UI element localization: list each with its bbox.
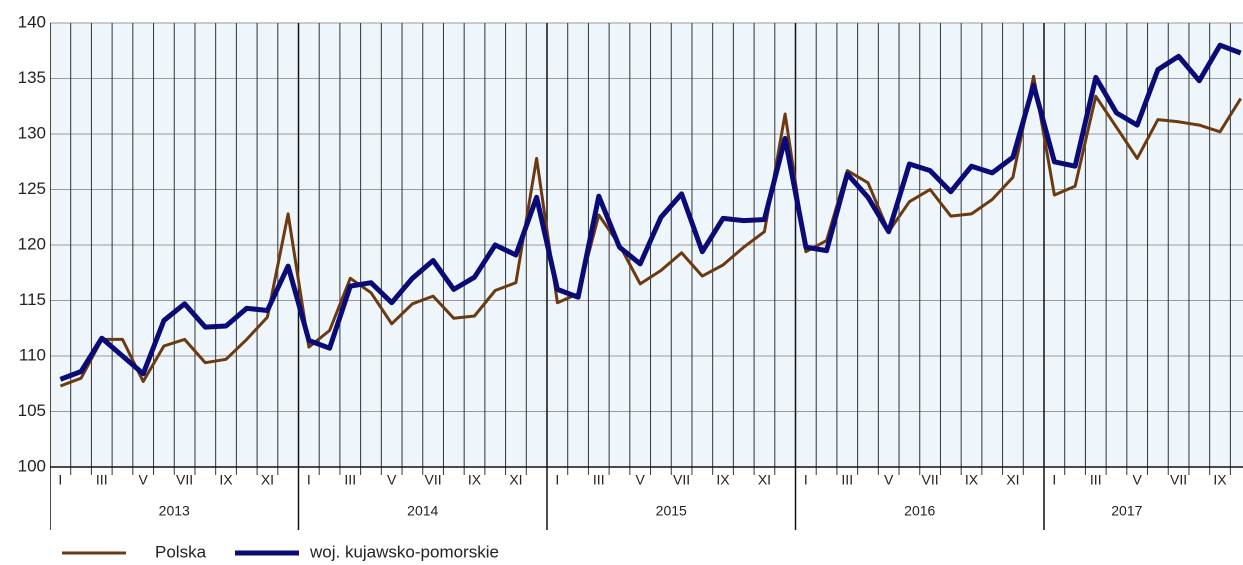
x-tick-label: III xyxy=(841,472,853,488)
y-tick-label: 130 xyxy=(18,123,46,142)
legend-label: Polska xyxy=(155,542,207,561)
x-tick-label: V xyxy=(139,472,149,488)
y-tick-label: 140 xyxy=(18,12,46,31)
x-tick-label: I xyxy=(307,472,311,488)
x-tick-label: III xyxy=(344,472,356,488)
x-tick-label: XI xyxy=(1006,472,1019,488)
year-label: 2013 xyxy=(159,503,190,519)
x-tick-label: IX xyxy=(219,472,233,488)
y-tick-label: 105 xyxy=(18,401,46,420)
year-label: 2016 xyxy=(904,503,935,519)
series-line xyxy=(59,42,1242,382)
x-tick-label: I xyxy=(555,472,559,488)
year-label: 2015 xyxy=(656,503,687,519)
y-tick-label: 125 xyxy=(18,179,46,198)
y-tick-label: 120 xyxy=(18,234,46,253)
x-tick-label: I xyxy=(804,472,808,488)
x-tick-label: IX xyxy=(1213,472,1227,488)
x-tick-label: XI xyxy=(758,472,771,488)
x-tick-label: VII xyxy=(425,472,442,488)
x-tick-label: III xyxy=(593,472,605,488)
x-tick-label: III xyxy=(96,472,108,488)
y-tick-label: 135 xyxy=(18,68,46,87)
x-tick-label: XI xyxy=(261,472,274,488)
plot: I III V VII IX XI I III V VII IX XI I III V VII IX XI I III… xyxy=(50,22,1243,530)
y-tick-label: 115 xyxy=(19,290,46,309)
x-tick-label: XI xyxy=(509,472,522,488)
y-tick-label: 100 xyxy=(18,456,46,475)
x-tick-label: IX xyxy=(716,472,730,488)
x-tick-label: VII xyxy=(1170,472,1187,488)
x-tick-label: V xyxy=(636,472,646,488)
x-tick-label: IX xyxy=(965,472,979,488)
x-tick-label: V xyxy=(1133,472,1143,488)
x-tick-label: VII xyxy=(176,472,193,488)
x-tick-label: VII xyxy=(922,472,939,488)
x-tick-label: III xyxy=(1090,472,1102,488)
y-tick-label: 110 xyxy=(19,345,46,364)
year-label: 2014 xyxy=(407,503,438,519)
x-tick-label: I xyxy=(1052,472,1056,488)
x-tick-label: V xyxy=(884,472,894,488)
year-label: 2017 xyxy=(1111,503,1142,519)
x-tick-label: I xyxy=(58,472,62,488)
x-tick-label: VII xyxy=(673,472,690,488)
x-tick-label: V xyxy=(387,472,397,488)
x-tick-label: IX xyxy=(468,472,482,488)
legend-label: woj. kujawsko-pomorskie xyxy=(309,542,499,561)
series-line xyxy=(59,74,1242,388)
